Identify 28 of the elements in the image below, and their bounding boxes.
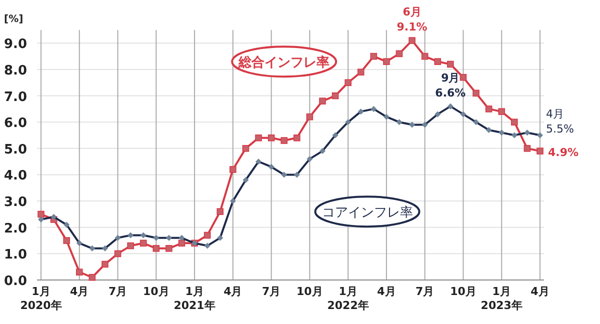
data-label: 4.9% — [548, 146, 579, 160]
y-tick-label: 3.0 — [4, 195, 27, 210]
y-axis-title: [%] — [4, 14, 24, 25]
series-label: 総合インフレ率 — [238, 54, 330, 71]
y-tick-label: 9.0 — [4, 37, 27, 52]
x-tick-label: 10月 — [450, 285, 476, 298]
y-tick-label: 8.0 — [4, 63, 27, 78]
x-tick-label: 7月 — [262, 285, 281, 298]
data-label: 9月 6.6% — [435, 71, 466, 100]
y-tick-label: 7.0 — [4, 90, 27, 105]
x-tick-label: 4月 — [530, 285, 550, 298]
y-tick-label: 2.0 — [4, 221, 27, 236]
x-tick-label: 4月 — [377, 285, 396, 298]
x-tick-label: 4月 — [70, 285, 89, 298]
y-tick-label: 4.0 — [4, 168, 27, 184]
x-tick-label: 1月 2023年 — [480, 285, 522, 312]
x-tick-label: 4月 — [224, 285, 242, 298]
data-label: 4月 5.5% — [546, 107, 574, 136]
y-tick-label: 5.0 — [4, 142, 27, 158]
x-tick-label: 10月 — [143, 285, 170, 298]
x-tick-label: 1月 2022年 — [327, 285, 369, 312]
x-tick-label: 10月 — [296, 285, 323, 298]
y-tick-label: 6.0 — [4, 116, 27, 132]
data-label: 6月 9.1% — [396, 6, 428, 34]
x-tick-label: 1月 2021年 — [174, 285, 216, 312]
x-tick-label: 7月 — [416, 285, 434, 298]
y-tick-label: 1.0 — [4, 248, 27, 263]
x-tick-label: 7月 — [108, 285, 128, 298]
